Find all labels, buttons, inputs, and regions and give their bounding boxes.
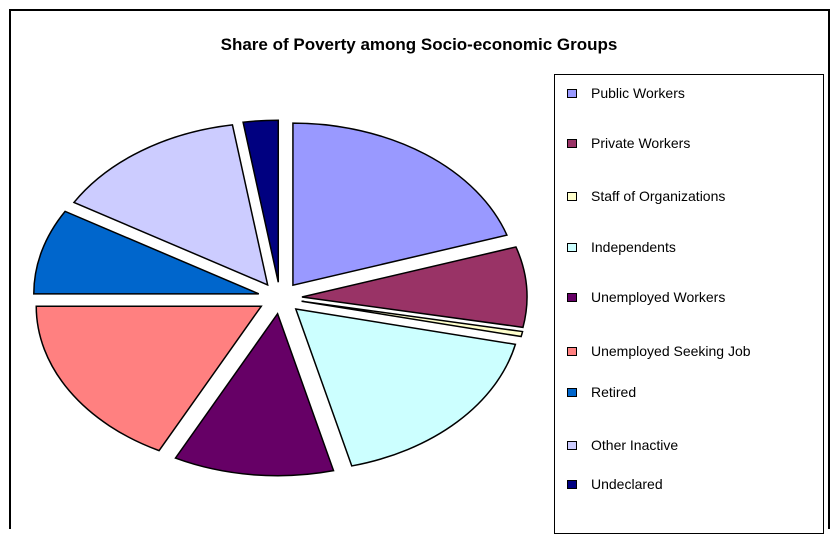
legend-swatch	[567, 387, 577, 397]
legend-swatch	[567, 138, 577, 148]
legend-label: Other Inactive	[591, 437, 679, 453]
legend-item: Undeclared	[567, 476, 663, 492]
legend-item: Retired	[567, 384, 636, 400]
legend-item: Private Workers	[567, 135, 690, 151]
legend-label: Public Workers	[591, 85, 685, 101]
legend-item: Other Inactive	[567, 437, 678, 453]
pie-slice-other-inactive	[72, 124, 269, 287]
pie-slice-unemployed-seeking-job	[35, 305, 263, 452]
pie-slice-staff-of-organizations	[301, 300, 524, 338]
legend-item: Staff of Organizations	[567, 188, 725, 204]
legend-item: Independents	[567, 239, 676, 255]
legend-item: Public Workers	[567, 85, 685, 101]
legend-label: Unemployed Seeking Job	[591, 343, 751, 359]
legend-swatch	[567, 242, 577, 252]
legend: Public Workers Private Workers Staff of Or…	[554, 74, 824, 534]
legend-swatch	[567, 479, 577, 489]
pie-chart	[33, 119, 528, 477]
legend-label: Retired	[591, 384, 637, 400]
pie-slice-independents	[294, 308, 517, 467]
legend-swatch	[567, 292, 577, 302]
legend-swatch	[567, 440, 577, 450]
legend-item: Unemployed Seeking Job	[567, 343, 751, 359]
legend-swatch	[567, 346, 577, 356]
pie-slice-retired	[33, 210, 260, 295]
legend-label: Private Workers	[591, 135, 691, 151]
legend-label: Independents	[591, 239, 676, 255]
pie-slice-unemployed-workers	[174, 312, 335, 477]
legend-swatch	[567, 191, 577, 201]
legend-label: Unemployed Workers	[591, 289, 726, 305]
pie-slice-public-workers	[292, 122, 508, 287]
pie-slice-private-workers	[301, 246, 528, 329]
chart-title: Share of Poverty among Socio-economic Gr…	[220, 35, 618, 54]
pie-slice-undeclared	[242, 119, 280, 283]
legend-swatch	[567, 88, 577, 98]
legend-label: Undeclared	[591, 476, 663, 492]
legend-label: Staff of Organizations	[591, 188, 726, 204]
legend-item: Unemployed Workers	[567, 289, 725, 305]
